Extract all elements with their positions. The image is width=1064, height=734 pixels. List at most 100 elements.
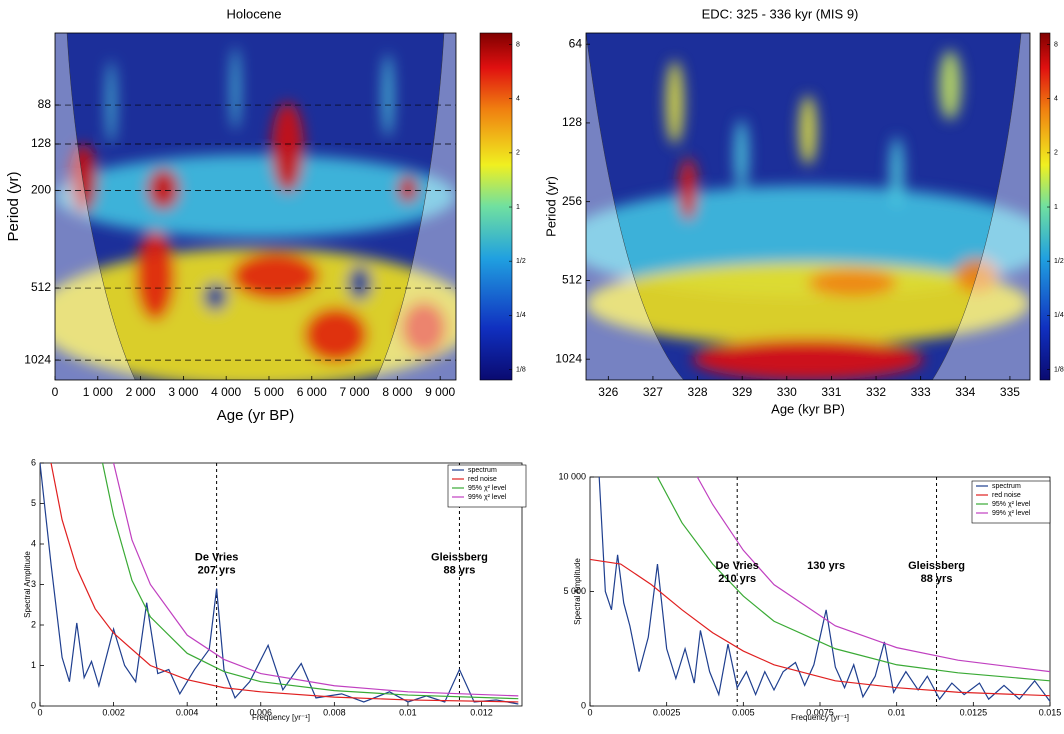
panel: 8 4 2 1 1/2 1/4 1/8 0 1 000 2 000 3 000 4 000 5 000 6… xyxy=(5,6,526,424)
y-tick-label: 1024 xyxy=(555,351,582,365)
y-tick-label: 128 xyxy=(562,115,582,129)
x-tick-label: 331 xyxy=(821,385,841,399)
x-tick-label: 0.004 xyxy=(176,707,199,717)
legend-label: red noise xyxy=(468,476,497,483)
legend-label: 99% χ² level xyxy=(468,494,507,501)
series-line xyxy=(590,558,1050,697)
wavelet-blob xyxy=(231,46,240,131)
colorbar-tick-label: 2 xyxy=(516,150,520,157)
legend-box xyxy=(971,480,1051,524)
x-axis-label: Age (yr BP) xyxy=(217,407,295,424)
wavelet-texture xyxy=(586,50,1030,380)
x-tick-label: 335 xyxy=(1000,385,1020,399)
annotation: 210 yrs xyxy=(718,573,756,585)
wavelet-blob xyxy=(734,119,749,190)
y-tick-label: 512 xyxy=(562,273,582,287)
wavelet-blob xyxy=(679,157,697,221)
y-tick-label: 512 xyxy=(31,280,51,294)
colorbar-tick-label: 1 xyxy=(516,204,520,211)
x-tick-label: 0.0125 xyxy=(960,707,988,717)
annotation: 130 yrs xyxy=(807,560,845,572)
panel: 0 0.002 0.004 0.006 0.008 0.01 0.012 0 1 2 3 4 5 6 Fre… xyxy=(23,457,527,722)
x-tick-label: 327 xyxy=(643,385,663,399)
wavelet-field xyxy=(586,33,1030,380)
x-axis-label: Frequency [yr⁻¹] xyxy=(252,713,310,722)
wavelet-blob xyxy=(147,168,180,210)
legend-label: spectrum xyxy=(992,483,1021,490)
annotation: 88 yrs xyxy=(921,573,953,585)
x-tick-label: 8 000 xyxy=(382,385,412,399)
y-tick-label: 1 xyxy=(31,660,36,670)
x-tick-label: 0.01 xyxy=(399,707,417,717)
y-axis-label: Period (yr) xyxy=(543,176,558,237)
x-tick-label: 4 000 xyxy=(211,385,241,399)
wavelet-blob xyxy=(586,262,1030,346)
y-tick-label: 0 xyxy=(31,700,36,710)
wavelet-blob xyxy=(347,265,372,301)
colorbar-tick-label: 1/2 xyxy=(516,258,526,265)
y-tick-label: 5 000 xyxy=(563,586,586,596)
wavelet-blob xyxy=(692,338,924,380)
x-tick-label: 3 000 xyxy=(168,385,198,399)
y-axis-label: Spectral Amplitude xyxy=(23,551,32,618)
y-axis-label: Spectral Amplitude xyxy=(573,558,582,625)
wavelet-blob xyxy=(69,144,98,214)
x-tick-label: 0.015 xyxy=(1039,707,1062,717)
legend-label: 95% χ² level xyxy=(468,485,507,492)
y-tick-label: 64 xyxy=(569,36,583,50)
plot-area xyxy=(590,477,1050,706)
wavelet-blob xyxy=(271,102,304,193)
y-axis-label: Period (yr) xyxy=(5,171,22,241)
series-line xyxy=(656,477,1050,682)
wavelet-blob xyxy=(55,154,456,238)
colorbar xyxy=(1039,32,1051,381)
colorbar-tick-label: 4 xyxy=(1054,96,1058,103)
x-tick-label: 6 000 xyxy=(297,385,327,399)
colorbar-tick-label: 8 xyxy=(1054,41,1058,48)
x-tick-label: 0.006 xyxy=(249,707,272,717)
legend-label: 95% χ² level xyxy=(992,501,1031,508)
wavelet-blob xyxy=(397,175,418,204)
panel: 8 4 2 1 1/2 1/4 1/8 326 327 328 329 330 331 332 333 334… xyxy=(543,6,1063,416)
series-line xyxy=(50,463,519,703)
series-line xyxy=(101,463,519,700)
colorbar xyxy=(479,32,513,381)
x-tick-label: 0 xyxy=(52,385,59,399)
x-tick-label: 7 000 xyxy=(340,385,370,399)
chart-title: EDC: 325 - 336 kyr (MIS 9) xyxy=(702,6,859,21)
wavelet-blob xyxy=(383,53,393,138)
wavelet-blob xyxy=(808,268,897,297)
y-tick-label: 6 xyxy=(31,457,36,467)
x-tick-label: 0.002 xyxy=(102,707,125,717)
x-tick-label: 0.0025 xyxy=(653,707,681,717)
plot-frame xyxy=(54,32,457,381)
x-axis-label: Frequency [yr⁻¹] xyxy=(791,713,849,722)
y-tick-label: 5 xyxy=(31,498,36,508)
y-tick-label: 200 xyxy=(31,183,51,197)
x-tick-label: 0.005 xyxy=(732,707,755,717)
y-tick-label: 2 xyxy=(31,619,36,629)
wavelet-blob xyxy=(231,251,320,301)
x-axis-label: Age (kyr BP) xyxy=(771,401,845,416)
wavelet-blob xyxy=(135,230,176,322)
x-tick-label: 332 xyxy=(866,385,886,399)
annotation: De Vries xyxy=(195,552,238,564)
colorbar-tick-label: 1/8 xyxy=(1054,366,1064,373)
legend-label: 99% χ² level xyxy=(992,510,1031,517)
x-tick-label: 334 xyxy=(955,385,975,399)
wavelet-blob xyxy=(303,307,368,363)
panel: 0 0.0025 0.005 0.0075 0.01 0.0125 0.015 0 5 000 1… xyxy=(558,471,1061,722)
x-tick-label: 330 xyxy=(777,385,797,399)
plot-area xyxy=(40,463,519,706)
y-tick-label: 88 xyxy=(38,97,52,111)
series-line xyxy=(696,477,1050,673)
legend-label: red noise xyxy=(992,492,1021,499)
colorbar-tick-label: 1/4 xyxy=(1054,312,1064,319)
wavelet-blob xyxy=(665,60,684,145)
annotation: De Vries xyxy=(715,560,758,572)
colorbar-tick-label: 1/8 xyxy=(516,366,526,373)
wavelet-blob xyxy=(399,300,448,356)
series-line xyxy=(40,463,519,705)
colorbar-tick-label: 4 xyxy=(516,96,520,103)
x-tick-label: 2 000 xyxy=(126,385,156,399)
